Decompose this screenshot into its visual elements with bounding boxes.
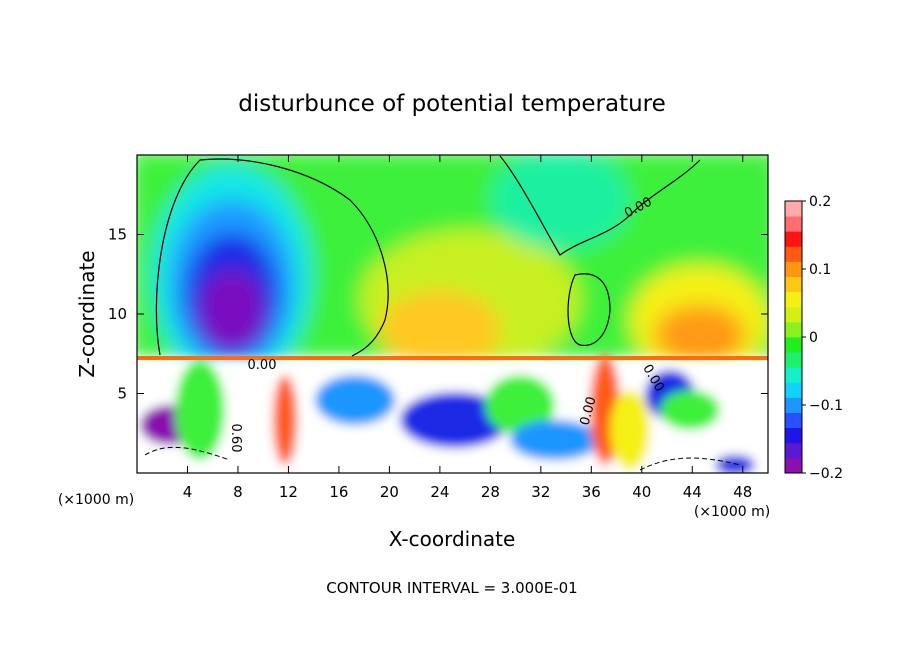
y-axis-unit: (×1000 m) — [58, 492, 134, 508]
contour-label: 0.00 — [578, 395, 600, 427]
x-tick-label: 12 — [279, 483, 298, 501]
colorbar-swatch — [785, 412, 802, 429]
contour-label: 0.60 — [228, 424, 243, 453]
x-tick-label: 24 — [430, 483, 449, 501]
contour-interval-note: CONTOUR INTERVAL = 3.000E-01 — [326, 579, 577, 597]
x-tick-label: 8 — [233, 483, 243, 501]
colorbar-swatch — [785, 246, 802, 262]
x-tick-label: 36 — [582, 483, 601, 501]
colorbar-swatch — [785, 397, 802, 413]
x-tick-label: 20 — [380, 483, 399, 501]
x-tick-label: 32 — [531, 483, 550, 501]
colorbar-tick-label: 0.2 — [809, 194, 831, 210]
colorbar-swatch — [785, 231, 802, 247]
y-axis: 5 10 15 — [108, 226, 768, 403]
x-axis-unit: (×1000 m) — [694, 504, 770, 520]
colorbar-swatch — [785, 352, 802, 368]
chart-title: disturbunce of potential temperature — [238, 91, 666, 117]
y-tick-label: 15 — [108, 226, 127, 244]
colorbar-tick-label: −0.1 — [809, 398, 843, 414]
y-tick-label: 5 — [117, 385, 127, 403]
colorbar-swatch — [785, 442, 802, 459]
heatmap-field — [137, 155, 768, 473]
colorbar-swatch — [785, 337, 802, 353]
x-tick-label: 44 — [683, 483, 702, 501]
colorbar-tick-label: 0 — [809, 330, 818, 346]
colorbar-swatch — [785, 457, 802, 474]
colorbar-swatch — [785, 216, 802, 232]
colorbar-swatch — [785, 306, 802, 323]
y-axis-label: Z-coordinate — [75, 250, 99, 377]
colorbar-swatch — [785, 201, 802, 217]
colorbar-swatch — [785, 382, 802, 398]
x-tick-label: 4 — [183, 483, 193, 501]
x-tick-label: 40 — [632, 483, 651, 501]
colorbar-swatch — [785, 321, 802, 338]
colorbar-tick-label: 0.1 — [809, 262, 831, 278]
x-axis-label: X-coordinate — [389, 527, 516, 551]
x-tick-label: 16 — [329, 483, 348, 501]
colorbar: 0.2 0.1 0 −0.1 −0.2 — [784, 194, 843, 482]
x-tick-label: 48 — [733, 483, 752, 501]
colorbar-swatch — [785, 367, 802, 383]
colorbar-tick-label: −0.2 — [809, 466, 843, 482]
contour-label: 0.00 — [248, 358, 277, 373]
colorbar-swatch — [785, 291, 802, 308]
x-axis: 4 8 12 16 20 24 28 32 36 40 44 48 — [183, 155, 752, 501]
colorbar-swatch — [785, 261, 802, 277]
colorbar-swatch — [785, 276, 802, 293]
x-tick-label: 28 — [481, 483, 500, 501]
colorbar-swatch — [785, 427, 802, 444]
y-tick-label: 10 — [108, 305, 127, 323]
